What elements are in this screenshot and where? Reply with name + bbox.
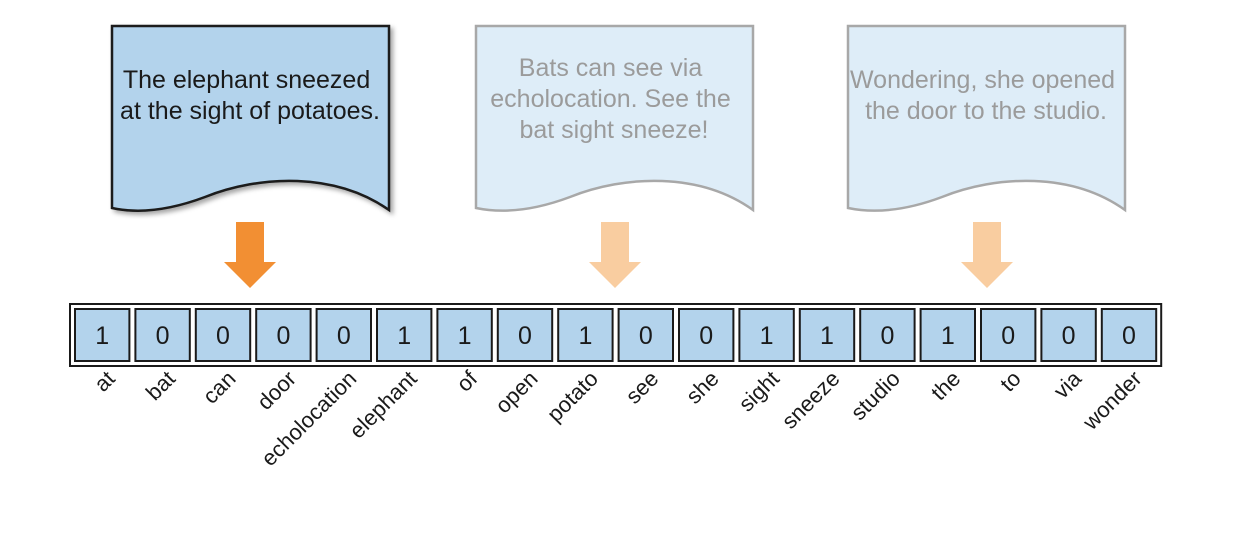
- vector-cell-value: 0: [156, 322, 170, 350]
- document-3-shape: [846, 24, 1127, 213]
- arrow-document-1: [224, 222, 276, 288]
- vector-cell: [617, 308, 674, 362]
- vector-cell: [738, 308, 795, 362]
- document-2-line-2: echolocation. See the: [490, 85, 730, 113]
- vocab-label-see: see: [621, 366, 664, 409]
- vector-cell-value: 0: [216, 322, 230, 350]
- vector-cell: [798, 308, 856, 362]
- vocab-label-bat: bat: [141, 366, 180, 405]
- document-1-shape: [110, 24, 391, 213]
- vocab-label-wonder: wonder: [1077, 366, 1146, 435]
- vocab-label-at: at: [89, 366, 120, 397]
- vector-cell: [194, 308, 252, 362]
- document-1-line-1: The elephant sneezed: [123, 66, 370, 94]
- arrow-document-2: [589, 222, 641, 288]
- vector-cell: [919, 308, 976, 362]
- vector-cell-value: 1: [397, 322, 411, 350]
- vector-cell: [74, 308, 131, 362]
- vector-cell-value: 0: [337, 322, 351, 350]
- vector-cell: [255, 308, 312, 362]
- vector-cell: [557, 308, 614, 362]
- document-3-text: Wondering, she opened the door to the st…: [850, 66, 1122, 125]
- vector-cell: [1040, 308, 1097, 362]
- document-1-text: The elephant sneezed at the sight of pot…: [120, 66, 380, 125]
- vector-cell-value: 0: [639, 322, 653, 350]
- vector-cell-value: 0: [518, 322, 532, 350]
- vocab-label-the: the: [926, 366, 965, 405]
- vector-cell: [376, 308, 433, 362]
- vector-border: [69, 303, 1163, 367]
- vector-cell-value: 1: [578, 322, 592, 350]
- document-2-text: Bats can see via echolocation. See the b…: [490, 54, 737, 144]
- vector-cell-value: 0: [1001, 322, 1015, 350]
- document-1: The elephant sneezed at the sight of pot…: [110, 24, 391, 213]
- vector-cell-value: 1: [760, 322, 774, 350]
- vector-cell: [496, 308, 554, 362]
- vocab-label-door: door: [252, 366, 301, 415]
- vocab-label-of: of: [451, 365, 482, 396]
- vector-cell-value: 0: [1122, 322, 1136, 350]
- vector-cell-value: 0: [699, 322, 713, 350]
- document-2-line-3: bat sight sneeze!: [519, 116, 708, 144]
- vocab-label-studio: studio: [846, 366, 905, 425]
- vocab-label-to: to: [995, 366, 1026, 397]
- vocab-label-potato: potato: [542, 366, 603, 427]
- vector-cell-value: 0: [880, 322, 894, 350]
- document-3-line-2: the door to the studio.: [865, 97, 1107, 125]
- vector-cell: [678, 308, 735, 362]
- vector-cell-value: 1: [458, 322, 472, 350]
- vector-cell: [980, 308, 1037, 362]
- vocab-label-via: via: [1049, 365, 1087, 403]
- arrow-document-3: [961, 222, 1013, 288]
- vector-cell-value: 1: [941, 322, 955, 350]
- document-3-line-1: Wondering, she opened: [850, 66, 1115, 94]
- vector-cell-value: 0: [1062, 322, 1076, 350]
- vocab-label-open: open: [490, 366, 542, 418]
- document-3: Wondering, she opened the door to the st…: [846, 24, 1127, 213]
- vector-cell: [1100, 308, 1158, 362]
- document-2-shape: [474, 24, 755, 213]
- vector-cell-value: 1: [820, 322, 834, 350]
- bag-of-words-vector: 1 0 0 0 0 1 1 0 1 0 0 1 1 0 1 0 0 0: [69, 303, 1163, 367]
- vocab-label-sight: sight: [734, 366, 785, 417]
- vector-cell: [436, 308, 493, 362]
- vector-cell: [134, 308, 191, 362]
- vector-cell: [315, 308, 373, 362]
- document-2-line-1: Bats can see via: [519, 54, 703, 82]
- document-2: Bats can see via echolocation. See the b…: [474, 24, 755, 213]
- vector-cell-value: 0: [276, 322, 290, 350]
- vocab-label-can: can: [198, 366, 241, 409]
- document-1-line-2: at the sight of potatoes.: [120, 97, 380, 125]
- vocab-label-elephant: elephant: [344, 366, 421, 443]
- vector-cell-value: 1: [95, 322, 109, 350]
- vocab-label-sneeze: sneeze: [777, 366, 845, 434]
- vocab-label-she: she: [681, 366, 724, 409]
- vector-cell: [859, 308, 916, 362]
